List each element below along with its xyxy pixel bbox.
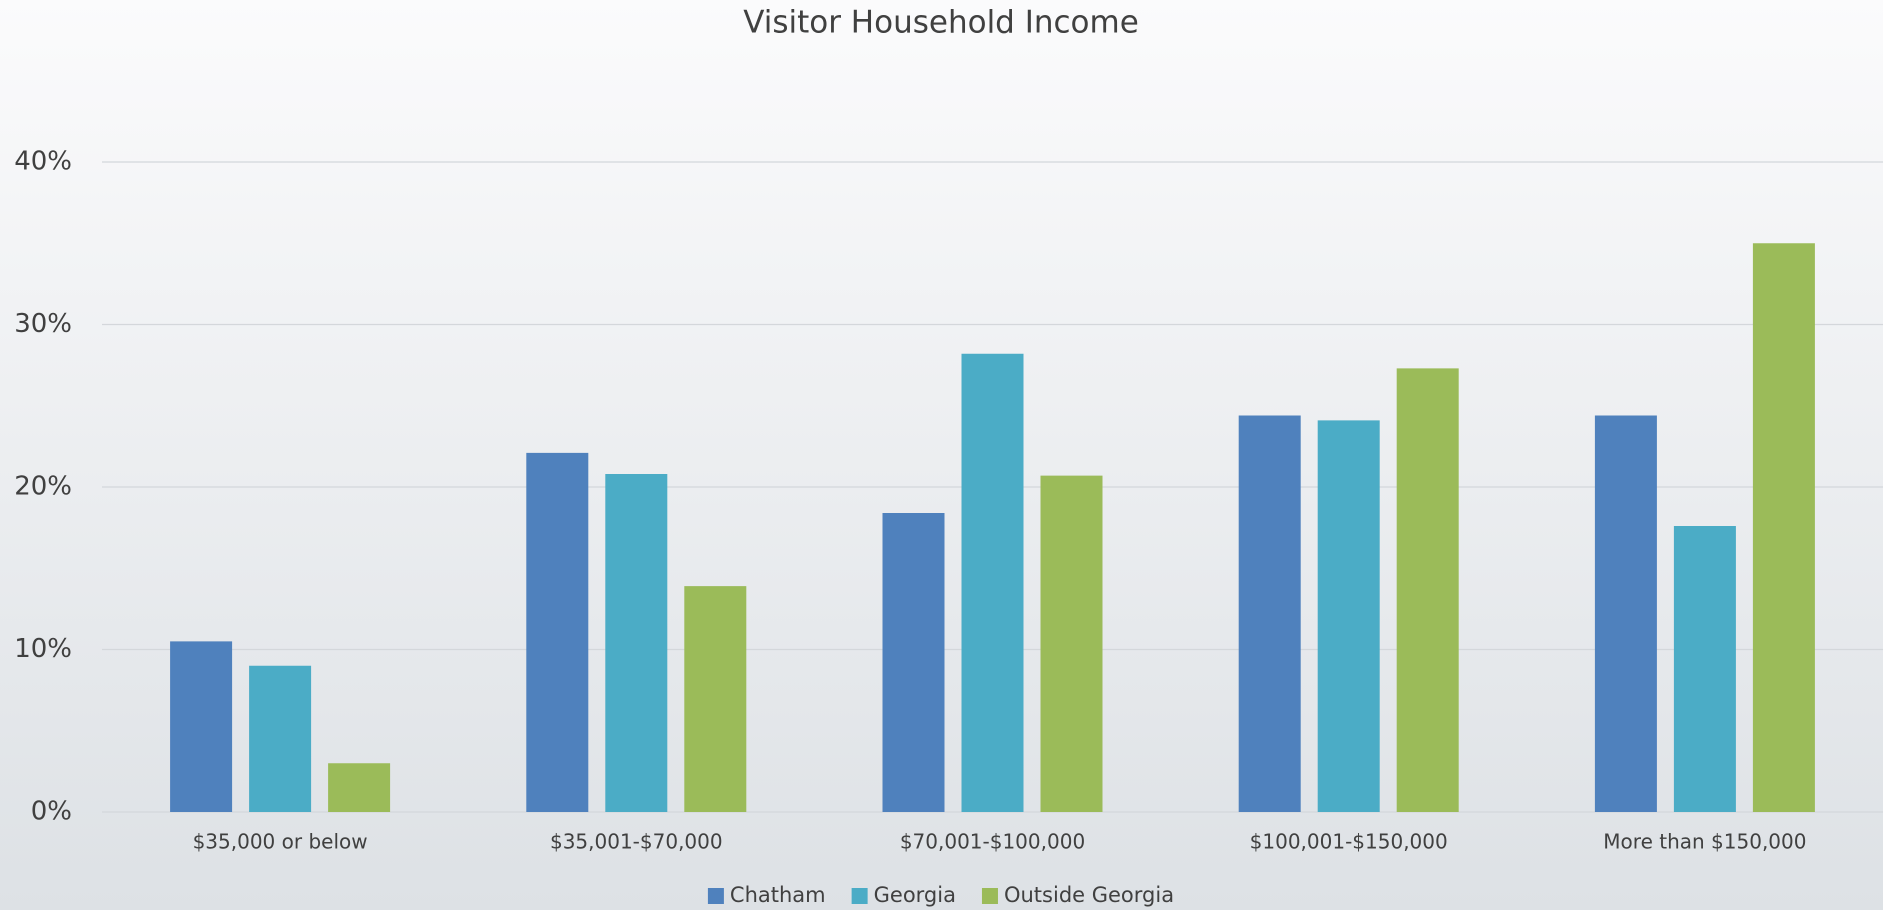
- y-tick-label: 40%: [14, 147, 72, 177]
- bar: [1674, 526, 1736, 812]
- x-tick-label: $35,000 or below: [193, 830, 368, 854]
- legend-swatch: [982, 888, 998, 904]
- x-tick-label: $100,001-$150,000: [1250, 830, 1448, 854]
- legend-label: Outside Georgia: [1004, 883, 1174, 907]
- bar: [883, 513, 945, 812]
- x-tick-label: $35,001-$70,000: [550, 830, 723, 854]
- bar: [1239, 416, 1301, 813]
- chart: Visitor Household Income 0% 10% 20% 30% 40% $…: [0, 0, 1883, 910]
- bar: [170, 641, 232, 812]
- bar: [962, 354, 1024, 812]
- y-tick-label: 30%: [14, 309, 72, 339]
- y-tick-label: 10%: [14, 634, 72, 664]
- y-tick-label: 20%: [14, 472, 72, 502]
- bar: [526, 453, 588, 812]
- bar: [684, 586, 746, 812]
- legend-label: Chatham: [730, 883, 826, 907]
- bar: [1397, 368, 1459, 812]
- chart-title: Visitor Household Income: [743, 5, 1139, 41]
- legend-swatch: [852, 888, 868, 904]
- bar: [249, 666, 311, 812]
- x-tick-label: $70,001-$100,000: [900, 830, 1085, 854]
- bar: [1041, 476, 1103, 812]
- bar: [1595, 416, 1657, 813]
- bar: [1753, 243, 1815, 812]
- bar: [1318, 420, 1380, 812]
- bar: [605, 474, 667, 812]
- legend-swatch: [708, 888, 724, 904]
- x-tick-label: More than $150,000: [1603, 830, 1806, 854]
- bar: [328, 763, 390, 812]
- y-tick-label: 0%: [31, 797, 72, 827]
- legend-label: Georgia: [874, 883, 956, 907]
